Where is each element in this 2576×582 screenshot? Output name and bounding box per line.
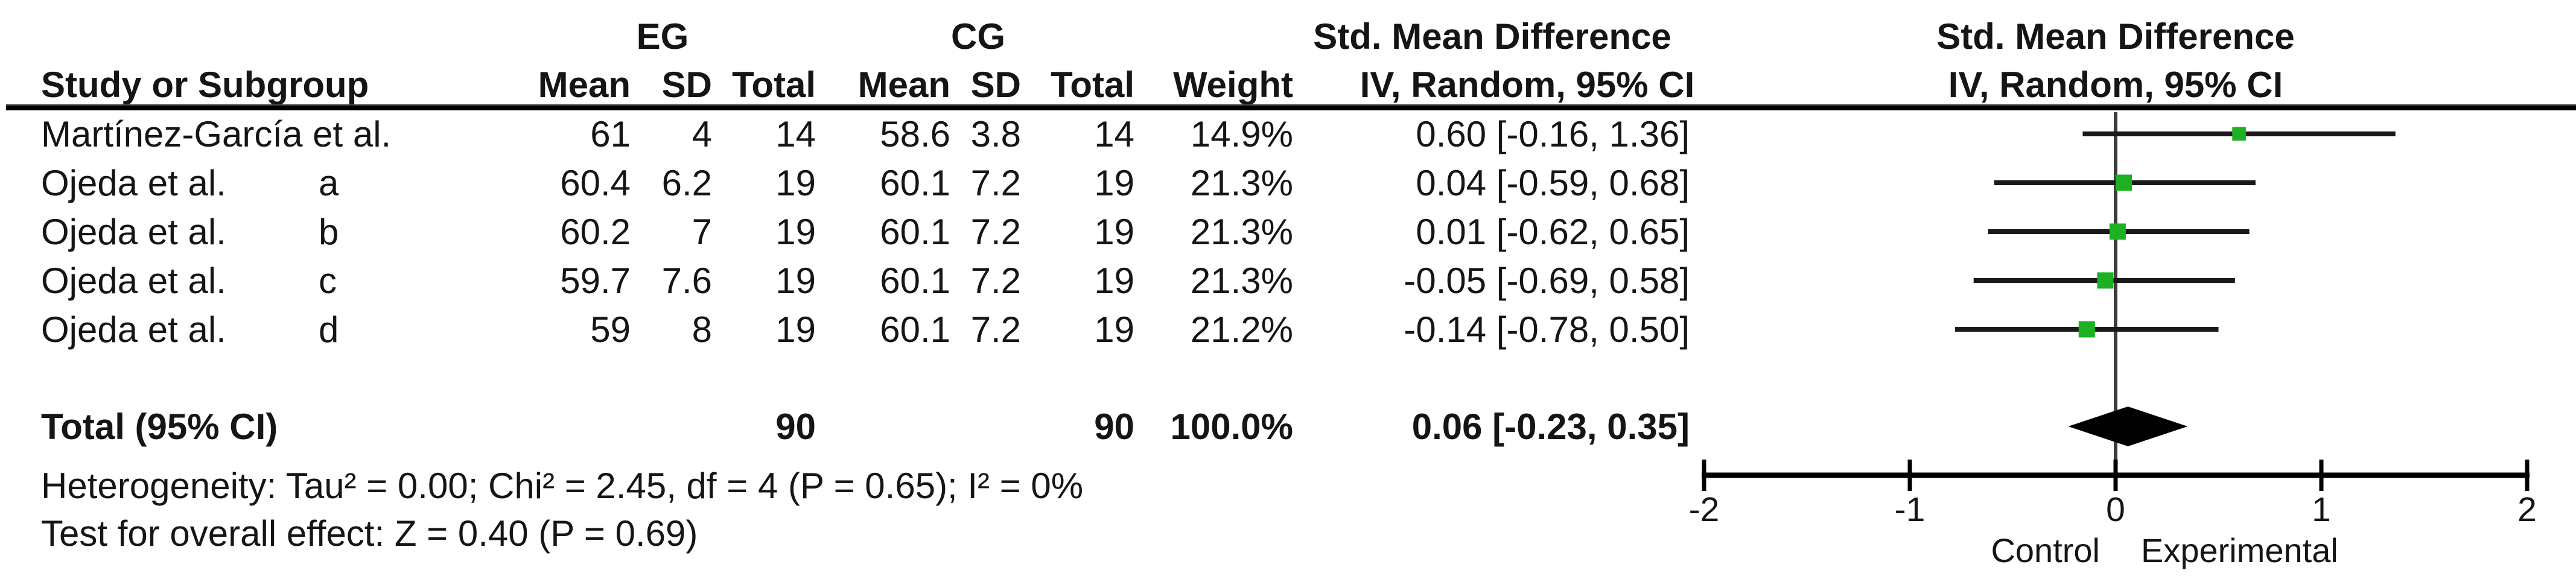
ci-text-value: 0.04 [-0.59, 0.68] (1416, 163, 1690, 203)
subgroup-label: b (319, 212, 339, 252)
cg-sd-value: 7.2 (970, 212, 1021, 252)
subgroup-label: a (319, 163, 339, 203)
weight-value: 21.2% (1190, 309, 1293, 350)
table-row: Ojeda et al. d 59 8 19 60.1 7.2 19 21.2%… (0, 306, 2576, 354)
table-row: Ojeda et al. b 60.2 7 19 60.1 7.2 19 21.… (0, 208, 2576, 256)
x-axis-tick-label: 2 (2517, 490, 2537, 529)
smd-plot-header: Std. Mean Difference (1936, 16, 2295, 57)
eg-sd-value: 8 (692, 309, 712, 350)
cg-sd-value: 7.2 (970, 261, 1021, 301)
study-name: Ojeda et al. (41, 261, 226, 301)
total-weight-value: 100.0% (1170, 406, 1294, 447)
eg-mean-value: 59 (590, 309, 631, 350)
ci-text-value: 0.60 [-0.16, 1.36] (1416, 114, 1690, 154)
eg-mean-value: 59.7 (560, 261, 631, 301)
weight-column-header: Weight (1173, 65, 1293, 105)
x-axis-tick-label: -2 (1689, 490, 1720, 529)
heterogeneity-row: Heterogeneity: Tau² = 0.00; Chi² = 2.45,… (0, 462, 2576, 510)
cg-mean-column-header: Mean (857, 65, 950, 105)
cg-mean-value: 60.1 (880, 163, 950, 203)
cg-mean-value: 58.6 (880, 114, 950, 154)
table-row: Ojeda et al. c 59.7 7.6 19 60.1 7.2 19 2… (0, 257, 2576, 305)
cg-total-value: 19 (1094, 261, 1134, 301)
cg-total-value: 19 (1094, 212, 1134, 252)
cg-mean-value: 60.1 (880, 309, 950, 350)
effect-marker (2097, 272, 2114, 289)
eg-mean-column-header: Mean (538, 65, 631, 105)
weight-value: 21.3% (1190, 212, 1293, 252)
effect-marker (2232, 127, 2246, 141)
effect-marker (2116, 174, 2132, 191)
total-cg-total-value: 90 (1094, 406, 1134, 447)
total-label: Total (95% CI) (41, 406, 278, 447)
table-row: Ojeda et al. a 60.4 6.2 19 60.1 7.2 19 2… (0, 159, 2576, 207)
table-row: Martínez-García et al. 61 4 14 58.6 3.8 … (0, 110, 2576, 159)
eg-sd-value: 4 (692, 114, 712, 154)
total-ci-text-value: 0.06 [-0.23, 0.35] (1411, 406, 1690, 447)
weight-value: 21.3% (1190, 163, 1293, 203)
eg-total-column-header: Total (732, 65, 816, 105)
x-axis-tick-label: 1 (2312, 490, 2331, 529)
eg-total-value: 19 (775, 163, 816, 203)
x-axis-tick-label: -1 (1895, 490, 1926, 529)
cg-sd-column-header: SD (970, 65, 1021, 105)
column-header-row: Study or Subgroup Mean SD Total Mean SD … (0, 61, 2576, 109)
eg-sd-value: 7.6 (661, 261, 712, 301)
x-axis-tick-label: 0 (2106, 490, 2125, 529)
total-eg-total-value: 90 (775, 406, 816, 447)
heterogeneity-text: Heterogeneity: Tau² = 0.00; Chi² = 2.45,… (41, 466, 1084, 506)
cg-total-value: 14 (1094, 114, 1134, 154)
iv-ci-plot-header: IV, Random, 95% CI (1948, 65, 2283, 105)
study-name: Martínez-García et al. (41, 114, 392, 154)
cg-mean-value: 60.1 (880, 261, 950, 301)
effect-marker (2078, 321, 2095, 338)
cg-sd-value: 3.8 (970, 114, 1021, 154)
iv-ci-column-header: IV, Random, 95% CI (1360, 65, 1695, 105)
eg-total-value: 19 (775, 261, 816, 301)
study-name: Ojeda et al. (41, 212, 226, 252)
favours-control-label: Control (1991, 531, 2100, 569)
effect-marker (2109, 223, 2126, 240)
eg-sd-column-header: SD (661, 65, 712, 105)
cg-mean-value: 60.1 (880, 212, 950, 252)
eg-total-value: 19 (775, 309, 816, 350)
eg-mean-value: 61 (590, 114, 631, 154)
eg-total-value: 14 (775, 114, 816, 154)
study-name: Ojeda et al. (41, 309, 226, 350)
weight-value: 14.9% (1190, 114, 1293, 154)
overall-effect-row: Test for overall effect: Z = 0.40 (P = 0… (0, 510, 2576, 558)
eg-mean-value: 60.2 (560, 212, 631, 252)
cg-sd-value: 7.2 (970, 309, 1021, 350)
subgroup-label: c (319, 261, 337, 301)
cg-total-value: 19 (1094, 309, 1134, 350)
eg-sd-value: 6.2 (661, 163, 712, 203)
header-divider-rule (6, 104, 2576, 110)
cg-total-value: 19 (1094, 163, 1134, 203)
total-row: Total (95% CI) 90 90 100.0% 0.06 [-0.23,… (0, 403, 2576, 451)
group-header-row: EG CG Std. Mean Difference Std. Mean Dif… (0, 13, 2576, 61)
study-column-header: Study or Subgroup (41, 65, 369, 105)
ci-text-value: -0.14 [-0.78, 0.50] (1404, 309, 1690, 350)
eg-mean-value: 60.4 (560, 163, 631, 203)
study-name: Ojeda et al. (41, 163, 226, 203)
eg-total-value: 19 (775, 212, 816, 252)
weight-value: 21.3% (1190, 261, 1293, 301)
ci-text-value: 0.01 [-0.62, 0.65] (1416, 212, 1690, 252)
ci-text-value: -0.05 [-0.69, 0.58] (1404, 261, 1690, 301)
smd-column-header: Std. Mean Difference (1313, 16, 1671, 57)
cg-sd-value: 7.2 (970, 163, 1021, 203)
total-diamond (2068, 406, 2188, 446)
eg-sd-value: 7 (692, 212, 712, 252)
subgroup-label: d (319, 309, 339, 350)
eg-group-header: EG (636, 16, 689, 57)
cg-total-column-header: Total (1051, 65, 1134, 105)
favours-experimental-label: Experimental (2141, 531, 2338, 569)
overall-effect-text: Test for overall effect: Z = 0.40 (P = 0… (41, 513, 698, 554)
cg-group-header: CG (951, 16, 1005, 57)
